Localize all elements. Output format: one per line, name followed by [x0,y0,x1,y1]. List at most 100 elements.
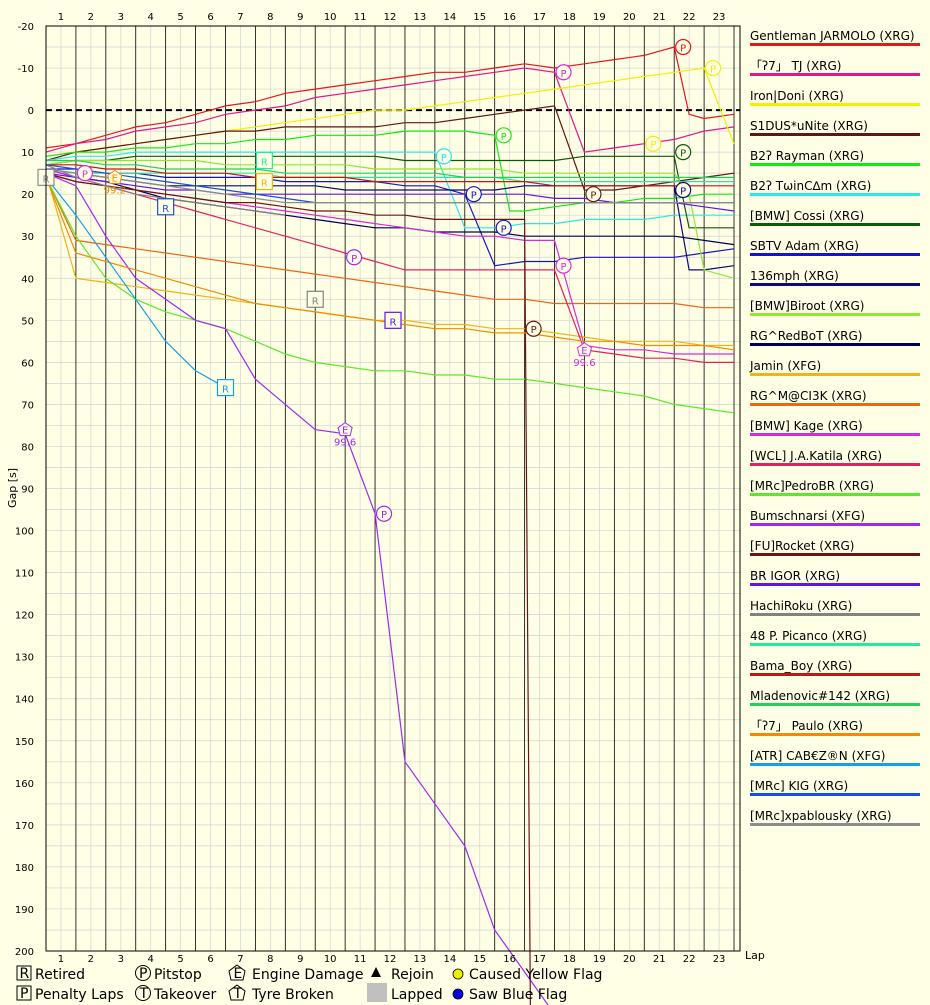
x-tick-label-bottom: 9 [297,954,303,965]
legend-entry-swatch [750,43,920,46]
x-tick-label-top: 3 [118,12,124,23]
key-yellow: Caused Yellow Flag [452,967,602,983]
legend-entry-swatch [750,403,920,406]
legend-entry-label: [BMW] Kage (XRG) [750,419,863,433]
engine-damage-marker [107,169,123,184]
retired-icon [16,965,32,981]
event-key: R Retired P Penalty Laps P Pitstop T Tak… [16,964,602,1003]
legend-entry-swatch [750,133,920,136]
pitstop-marker [346,249,363,266]
legend-entry-label: [MRc]xpablousky (XRG) [750,809,892,823]
engine-damage-marker-label: E [342,426,348,437]
key-retired-label: Retired [35,967,85,983]
yellow-flag-icon [452,968,464,980]
x-tick-label-bottom: 16 [503,954,516,965]
engine-damage-value: 99.6 [573,358,595,369]
key-engine: E Engine Damage [228,964,364,983]
y-tick-label: 10 [21,148,34,159]
x-tick-label-top: 13 [414,12,427,23]
pitstop-marker-label: P [680,44,686,55]
retired-marker-label: R [261,158,268,169]
y-tick-label: 130 [15,653,34,664]
pitstop-marker [465,186,482,203]
legend-entry-label: Bumschnarsi (XFG) [750,509,865,523]
x-tick-label-bottom: 13 [414,954,427,965]
x-tick-label-top: 14 [443,12,456,23]
legend-entry-swatch [750,253,920,256]
pitstop-marker-label: P [441,153,447,164]
series-line [46,164,734,187]
legend-entry-swatch [750,823,920,826]
x-tick-label-bottom: 17 [533,954,546,965]
legend-entry-label: B2ʔ Rayman (XRG) [750,149,864,163]
pitstop-marker [525,320,542,337]
pitstop-icon-glyph: P [139,966,147,982]
y-tick-label: 20 [21,190,34,201]
legend-entry-swatch [750,793,920,796]
x-tick-label-bottom: 5 [177,954,183,965]
x-tick-label-top: 5 [177,12,183,23]
series-line [46,168,735,246]
x-tick-label-bottom: 22 [683,954,696,965]
pitstop-marker [555,257,572,274]
legend-entry-label: [MRc] KIG (XRG) [750,779,848,793]
series-line [46,67,735,153]
x-tick-label-top: 1 [58,12,64,23]
key-pitstop-label: Pitstop [154,967,202,983]
legend-entry-swatch [750,373,920,376]
key-rejoin: Rejoin [371,967,434,983]
y-tick-label: 190 [15,905,34,916]
tyre-icon-glyph: T [233,986,243,1002]
pitstop-marker-label: P [501,224,507,235]
pitstop-marker-label: P [560,262,566,273]
x-tick-label-bottom: 8 [267,954,273,965]
legend-entry-label: [BMW]Biroot (XRG) [750,299,864,313]
legend-entry-label: RG^RedBoT (XRG) [750,329,862,343]
legend-entry-label: Gentleman JARMOLO (XRG) [750,29,915,43]
x-tick-label-bottom: 10 [324,954,337,965]
x-tick-label-top: 12 [384,12,397,23]
series-line [46,168,734,204]
legend-entry-label: Iron|Doni (XRG) [750,89,844,103]
x-tick-label-top: 19 [593,12,606,23]
legend-entry-label: [BMW] Cossi (XRG) [750,209,864,223]
x-tick-label-bottom: 21 [653,954,666,965]
retired-marker-label: R [222,385,229,396]
x-tick-label-bottom: 20 [623,954,636,965]
key-lapped: Lapped [367,983,443,1003]
y-tick-label: 80 [21,442,34,453]
legend-entry-label: [FU]Rocket (XRG) [750,539,854,553]
legend-entry-label: 136mph (XRG) [750,269,839,283]
x-tick-label-top: 21 [653,12,666,23]
y-tick-label: 140 [15,695,34,706]
x-tick-label-bottom: 4 [148,954,154,965]
key-tyre-label: Tyre Broken [251,987,334,1003]
y-tick-label: 0 [28,106,34,117]
x-tick-label-top: 8 [267,12,273,23]
pitstop-marker [675,38,692,56]
legend-entry-swatch [750,433,920,436]
pitstop-marker-label: P [650,140,656,151]
legend-entry-label: Mladenovic#142 (XRG) [750,689,890,703]
legend-entry-swatch [750,73,920,76]
legend-entry-swatch [750,703,920,706]
key-yellow-label: Caused Yellow Flag [469,967,602,983]
key-engine-label: Engine Damage [252,967,364,983]
pitstop-marker-label: P [680,186,686,197]
series-line [46,172,549,1005]
retired-marker [306,290,324,308]
pitstop-marker-label: P [590,191,596,202]
key-tyre: T Tyre Broken [228,984,334,1003]
lapped-icon [367,983,387,1002]
x-tick-label-top: 2 [88,12,94,23]
y-tick-label: 110 [15,569,34,580]
series-line [46,177,226,389]
x-tick-label-bottom: 15 [473,954,486,965]
series-line [46,159,734,178]
x-tick-label-bottom: 3 [118,954,124,965]
series-line [46,177,734,309]
x-tick-label-top: 16 [503,12,516,23]
y-tick-label: 50 [21,316,34,327]
key-retired: R Retired [16,965,85,983]
penalty-icon [16,985,32,1001]
